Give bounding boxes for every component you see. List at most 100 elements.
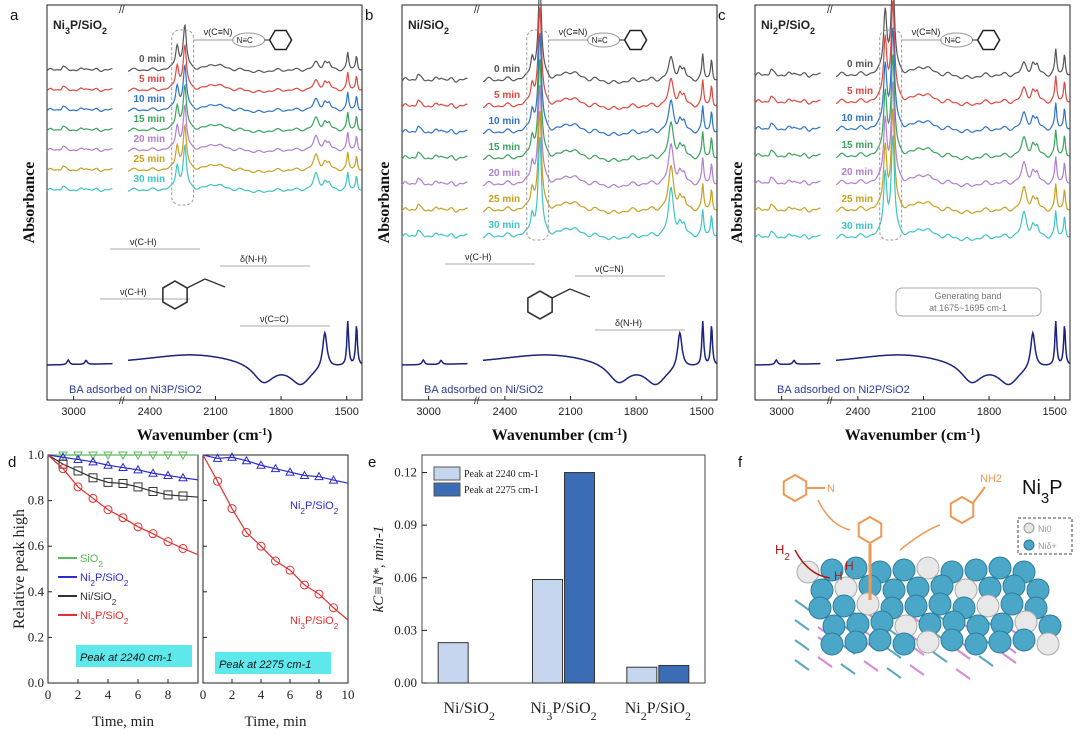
spectrum-15-min [46,125,113,132]
time-label: 0 min [847,59,873,70]
data-point [133,451,143,461]
sample-label: BA adsorbed on Ni2P/SiO2 [777,384,910,396]
ni3p-surface-illustration: f Ni0 Niδ+ N NH2 HH [738,454,1073,680]
x-tick-label: 2 [75,687,82,702]
x-tick-label: 2400 [138,406,162,418]
spectrum-0-min [401,73,468,83]
legend-label: Niδ+ [1038,541,1057,551]
x-tick-label: 2400 [493,406,517,418]
spectrum-25-min [835,108,1070,215]
benzonitrile-ring-icon [782,473,808,503]
series-label: Ni2P/SiO2 [290,500,339,516]
x-tick-label: 2400 [846,406,870,418]
sample-label: BA adsorbed on Ni/SiO2 [424,384,543,396]
y-axis-title: Absorbance [729,162,746,244]
data-point [148,486,158,496]
data-point [148,468,158,477]
spectrum-15-min [401,151,468,161]
series-line-Ni3P-SiO2 [202,454,349,621]
time-label: 10 min [488,116,520,127]
y-tick-label: 0.06 [394,570,417,585]
ni0-atom [916,630,940,654]
data-point [163,451,173,461]
plot-frame [421,454,706,684]
data-point [88,451,98,461]
peak-label: Peak at 2240 cm-1 [80,652,172,664]
cn-group-icon: N≡C [237,36,253,45]
data-point [73,454,83,464]
ni0-atom [976,594,1000,618]
data-point [242,528,251,538]
time-label: 30 min [133,174,165,185]
nid-atom [892,558,916,582]
axis-break-mark: // [827,5,833,16]
x-tick-label: 6 [287,687,294,702]
panel-title: Ni3P/SiO2 [53,18,107,36]
spectrum-15-min [127,83,362,134]
data-point [178,451,188,461]
data-point [163,470,173,480]
spectrum-25-min [127,123,362,173]
bar-Peak-at-2240-cm-1 [437,642,469,684]
annotation-nitrile: ν(C≡N) [559,27,588,37]
data-point [212,453,223,462]
data-point [285,565,295,575]
panel-letter: a [10,7,19,24]
spectrum-ba-adsorbed [127,320,363,386]
spectrum-30-min [835,135,1070,242]
spectrum-10-min [127,63,362,114]
ni0-atom-icon [1023,522,1035,534]
data-point [299,470,310,480]
data-point [103,505,113,515]
y-tick-label: 0.4 [28,584,45,599]
y-axis-title: Absorbance [376,162,393,244]
x-tick-label: 3000 [61,406,85,418]
data-point [178,543,188,553]
data-point [256,460,266,469]
spectrum-10-min [754,122,821,132]
data-point [329,603,338,613]
time-label: 15 min [133,114,165,125]
bar-Peak-at-2275-cm-1 [658,664,690,684]
nitrogen-label: N [827,483,835,495]
x-tick-label: 8 [165,687,172,702]
bond [551,288,571,299]
note-text: at 1675~1695 cm-1 [929,303,1007,313]
spectrum-5-min [401,99,468,109]
spectrum-20-min [754,176,821,186]
data-point [88,493,98,503]
data-point [328,475,339,484]
series-line-Ni2P-SiO2 [47,454,199,481]
x-tick-label: 2100 [911,406,935,418]
x-axis-title: Wavenumber (cm-1) [492,427,628,445]
data-point [103,451,113,461]
axis-break-mark: // [119,5,125,16]
x-tick-label: 3000 [769,406,793,418]
nid-atom [988,556,1012,580]
bar-Peak-at-2240-cm-1 [626,666,658,684]
spectrum-20-min [401,177,468,187]
plot-frame [202,454,349,684]
y-tick-label: 1.0 [28,447,44,462]
x-tick-label: 1800 [977,406,1001,418]
time-label: 15 min [841,140,873,151]
plot-frame [401,4,718,401]
axis-break-mark: // [474,5,480,16]
nid-atom [904,594,928,618]
time-label: 5 min [139,74,165,85]
series-line-Ni3P-SiO2 [47,454,199,556]
x-tick-label: 2100 [558,406,582,418]
nitrile-band-box [171,29,195,206]
spectrum-25-min [482,111,717,215]
bar-Peak-at-2240-cm-1 [532,579,563,684]
spectrum-5-min [46,85,113,92]
h-atom-label: H [845,559,854,573]
annotation-nitrile: ν(C≡N) [912,27,941,37]
spectrum-ba-adsorbed [482,320,718,386]
data-point [73,451,83,461]
panel-title: Ni2P/SiO2 [761,18,815,36]
kinetics-plot-1: 0 2 4 6 8 0.0 0.2 0.4 0.6 0.8 1.0 Time, min [28,447,199,730]
y-axis-title: kC≡N*, min-1 [371,526,387,613]
peak-label-box [76,645,192,667]
data-point [103,460,113,469]
